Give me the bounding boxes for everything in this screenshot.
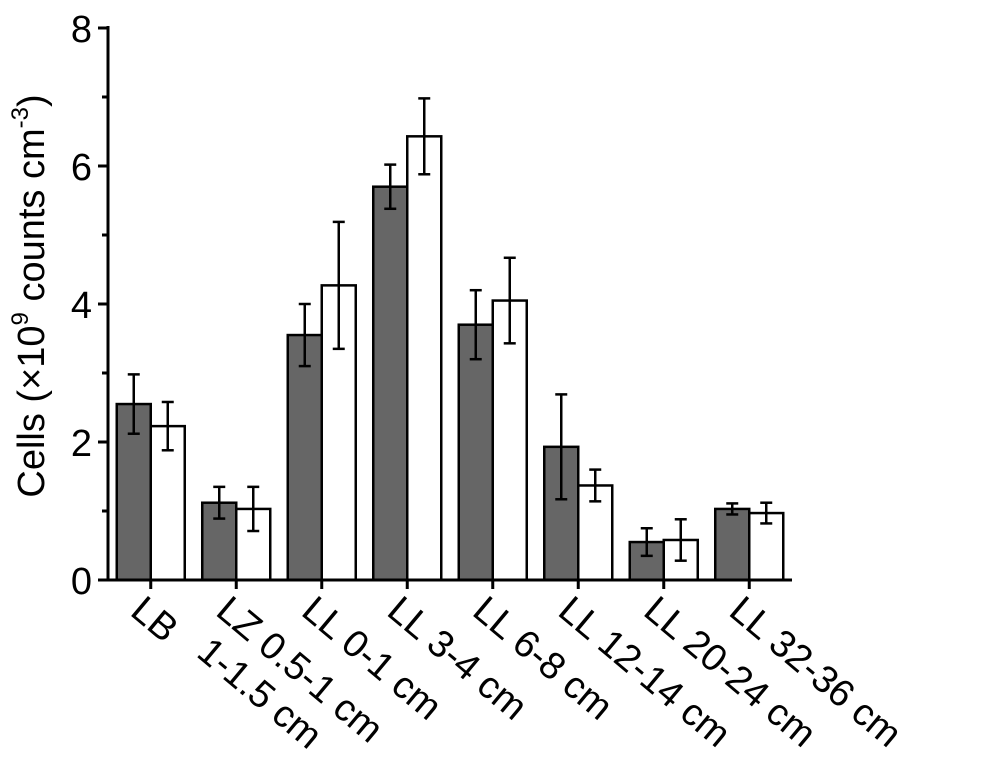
y-tick-label: 0 [71, 561, 92, 603]
bar [714, 507, 751, 582]
y-axis-label: Cells (×109 counts cm-3) [7, 94, 53, 497]
bar [457, 323, 494, 582]
y-tick-label: 6 [71, 147, 92, 189]
y-tick-label: 8 [71, 9, 92, 51]
y-tick-label: 2 [71, 423, 92, 465]
y-tick-label: 4 [71, 285, 92, 327]
bar [406, 135, 443, 582]
bar [286, 333, 323, 582]
bar [372, 185, 409, 582]
x-tick-label: LB [123, 589, 186, 651]
x-tick-label: LZ 0.5-1 cm1-1.5 cm [180, 589, 391, 766]
